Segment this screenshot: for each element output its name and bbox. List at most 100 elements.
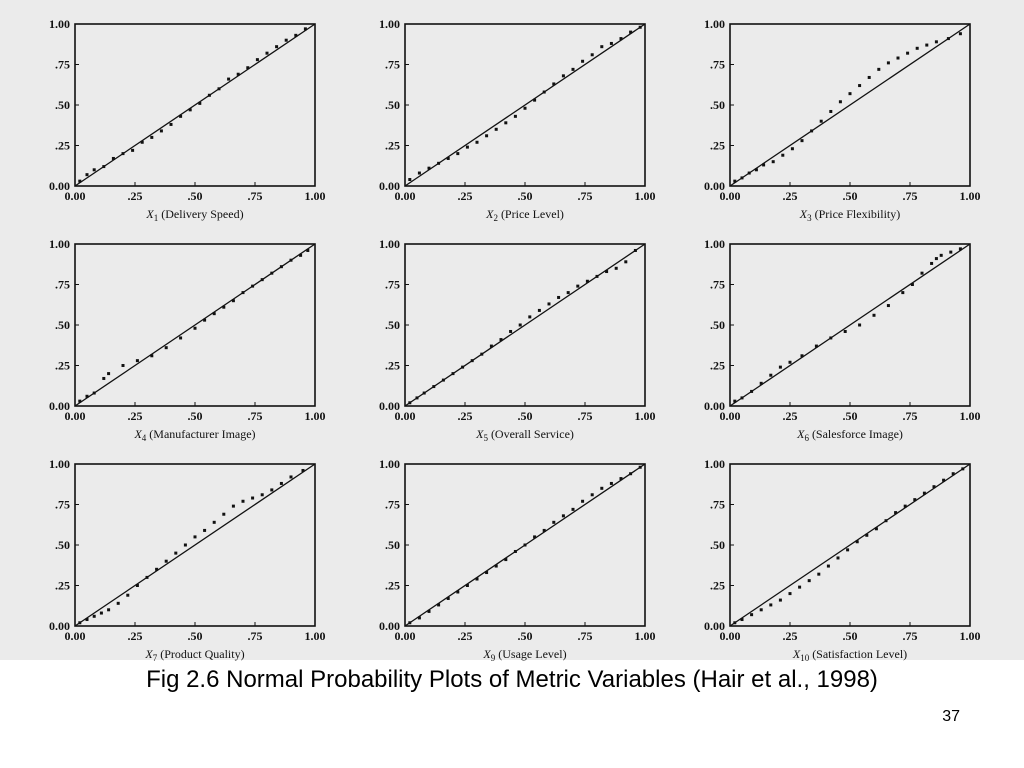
data-point — [769, 373, 773, 377]
data-point — [164, 559, 168, 563]
data-point — [846, 548, 850, 552]
x-axis-label: X10 (Satisfaction Level) — [792, 647, 907, 663]
x-tick-label: 0.00 — [395, 189, 416, 203]
y-tick-label: 0.00 — [379, 179, 400, 193]
data-point — [740, 176, 744, 180]
y-tick-label: 1.00 — [704, 17, 725, 31]
data-point — [504, 558, 508, 562]
normal-reference-line — [404, 243, 646, 407]
data-point — [778, 598, 782, 602]
x-axis-label: X3 (Price Flexibility) — [799, 207, 901, 223]
y-tick-label: .50 — [710, 538, 725, 552]
plot-svg: 0.00 .25 .50 .75 1.00 0.00 .25 .50 .75 1.00 X2 (Pr… — [379, 17, 656, 223]
data-point — [408, 401, 412, 405]
data-point — [533, 98, 537, 102]
data-point — [740, 396, 744, 400]
data-point — [289, 258, 293, 262]
data-point — [769, 603, 773, 607]
data-point — [961, 467, 965, 471]
data-point — [843, 329, 847, 333]
data-point — [222, 305, 226, 309]
data-point — [465, 145, 469, 149]
x-tick-label: .25 — [458, 409, 473, 423]
data-point — [922, 491, 926, 495]
data-point — [85, 173, 89, 177]
data-point — [901, 291, 905, 295]
data-point — [475, 140, 479, 144]
data-point — [542, 528, 546, 532]
data-point — [85, 618, 89, 622]
y-tick-label: 0.00 — [704, 619, 725, 633]
data-point — [150, 135, 154, 139]
data-point — [456, 590, 460, 594]
data-point — [303, 27, 307, 31]
data-point — [111, 156, 115, 160]
y-tick-label: .50 — [710, 318, 725, 332]
data-point — [116, 601, 120, 605]
data-point — [427, 166, 431, 170]
y-tick-label: .75 — [710, 498, 725, 512]
data-point — [294, 33, 298, 37]
data-point — [629, 30, 633, 34]
data-point — [451, 372, 455, 376]
x-tick-label: 1.00 — [960, 189, 981, 203]
x-tick-label: .50 — [188, 409, 203, 423]
data-point — [461, 365, 465, 369]
x-axis-label: X7 (Product Quality) — [144, 647, 244, 663]
data-point — [781, 153, 785, 157]
y-tick-label: .75 — [385, 58, 400, 72]
data-point — [571, 67, 575, 71]
data-point — [523, 106, 527, 110]
plot-svg: 0.00 .25 .50 .75 1.00 0.00 .25 .50 .75 1.00 X6 (Sa… — [704, 237, 981, 443]
data-point — [509, 329, 513, 333]
x-tick-label: .50 — [843, 409, 858, 423]
y-tick-label: .50 — [710, 98, 725, 112]
data-point — [877, 67, 881, 71]
data-point — [528, 315, 532, 319]
y-tick-label: .25 — [710, 359, 725, 373]
data-point — [499, 338, 503, 342]
normal-reference-line — [404, 23, 646, 187]
plot-svg: 0.00 .25 .50 .75 1.00 0.00 .25 .50 .75 1.00 X5 (Ov… — [379, 237, 656, 443]
data-point — [619, 477, 623, 481]
y-tick-label: .25 — [385, 579, 400, 593]
data-point — [301, 468, 305, 472]
data-point — [92, 614, 96, 618]
y-tick-label: .75 — [55, 498, 70, 512]
data-point — [299, 253, 303, 257]
data-point — [475, 577, 479, 581]
data-point — [759, 608, 763, 612]
data-point — [939, 253, 943, 257]
data-point — [894, 511, 898, 515]
data-point — [858, 323, 862, 327]
data-point — [251, 496, 255, 500]
y-tick-label: .50 — [385, 98, 400, 112]
data-point — [465, 584, 469, 587]
y-tick-label: .50 — [55, 318, 70, 332]
data-point — [750, 613, 754, 617]
x-axis-label: X1 (Delivery Speed) — [145, 207, 243, 223]
data-point — [942, 478, 946, 482]
data-point — [740, 618, 744, 622]
x-axis-label: X6 (Salesforce Image) — [796, 427, 903, 443]
x-tick-label: .75 — [903, 189, 918, 203]
data-point — [571, 507, 575, 511]
data-point — [102, 376, 106, 380]
data-point — [494, 127, 498, 131]
data-point — [131, 148, 135, 152]
data-point — [279, 481, 283, 485]
data-point — [432, 385, 436, 389]
x-tick-label: .25 — [458, 629, 473, 643]
data-point — [270, 271, 274, 275]
x-tick-label: .50 — [843, 629, 858, 643]
data-point — [829, 109, 833, 113]
data-point — [437, 161, 441, 165]
data-point — [609, 41, 613, 45]
x-tick-label: .75 — [903, 409, 918, 423]
data-point — [733, 399, 737, 403]
data-point — [92, 391, 96, 395]
data-point — [504, 121, 508, 125]
x-tick-label: .75 — [578, 189, 593, 203]
data-point — [456, 152, 460, 156]
data-point — [561, 514, 565, 518]
